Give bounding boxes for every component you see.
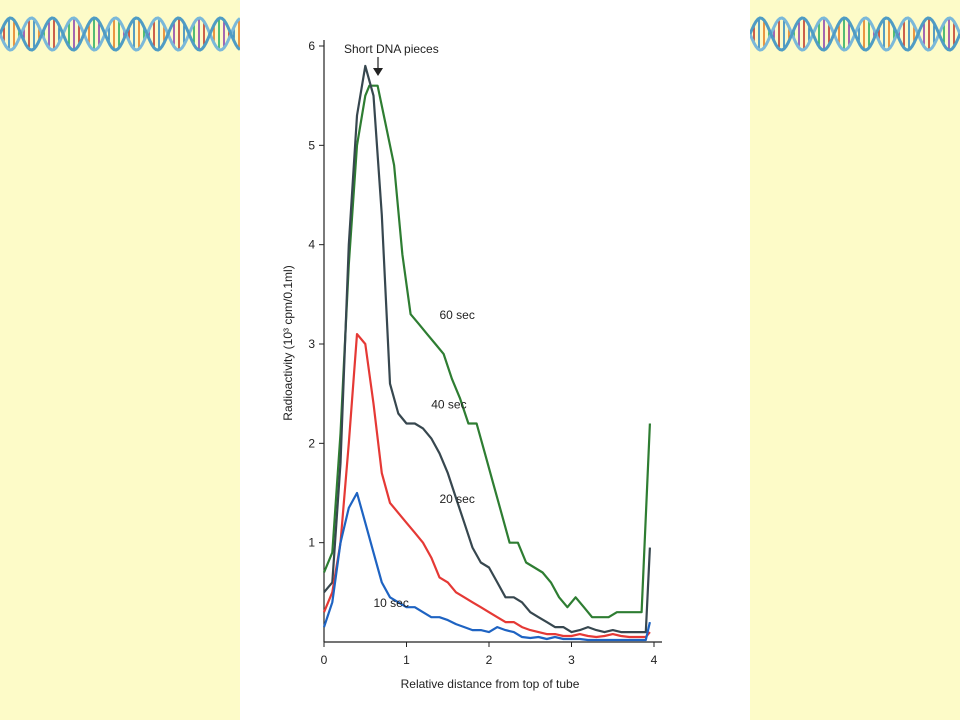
x-axis-label: Relative distance from top of tube: [401, 677, 580, 691]
series-line-20-sec: [322, 333, 651, 639]
series-lines: [322, 64, 651, 642]
x-tick-label: 2: [486, 653, 493, 667]
series-line-40-sec: [323, 64, 651, 634]
series-label-20-sec: 20 sec: [440, 492, 475, 506]
chart-panel: 0 1 2 3 4 1 2 3 4 5 6 60 sec 40 sec 20 sec 10 sec Sho…: [240, 0, 750, 720]
series-label-10-sec: 10 sec: [374, 596, 409, 610]
x-tick-label: 3: [568, 653, 575, 667]
y-tick-label: 6: [308, 39, 315, 53]
annotation-short-dna-pieces: Short DNA pieces: [344, 42, 439, 56]
annotation-arrow-head: [373, 68, 383, 76]
x-tick-label: 4: [651, 653, 658, 667]
dna-helix-banner-left: [0, 16, 240, 52]
series-labels: 60 sec 40 sec 20 sec 10 sec: [374, 308, 475, 610]
y-tick-label: 4: [308, 238, 315, 252]
dna-strand: [750, 16, 960, 52]
series-label-40-sec: 40 sec: [431, 398, 466, 412]
axes: 0 1 2 3 4 1 2 3 4 5 6: [308, 39, 662, 667]
y-axis-label: Radioactivity (10³ cpm/0.1ml): [281, 265, 295, 420]
series-line-10-sec: [322, 491, 651, 642]
x-tick-label: 0: [321, 653, 328, 667]
series-line-60-sec: [322, 84, 651, 619]
dna-helix-banner-right: [750, 16, 960, 52]
y-tick-label: 2: [308, 436, 315, 450]
y-tick-label: 3: [308, 337, 315, 351]
y-tick-label: 1: [308, 536, 315, 550]
dna-strand: [0, 16, 240, 52]
y-tick-label: 5: [308, 138, 315, 152]
series-label-60-sec: 60 sec: [440, 308, 475, 322]
dna-strand: [0, 16, 240, 52]
radioactivity-line-chart: 0 1 2 3 4 1 2 3 4 5 6 60 sec 40 sec 20 sec 10 sec Sho…: [281, 39, 662, 691]
x-tick-label: 1: [403, 653, 410, 667]
